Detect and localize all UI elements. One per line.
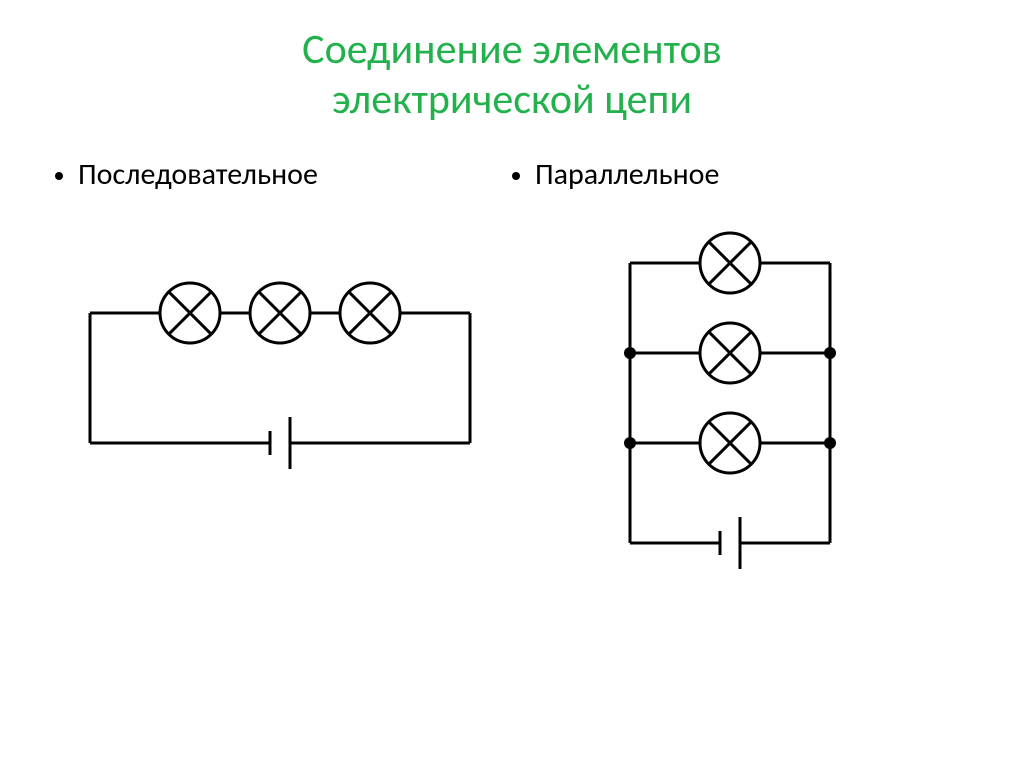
bullet-label-parallel: Параллельное <box>535 156 719 193</box>
diagram-area <box>0 193 1024 643</box>
bullet-col-right: Параллельное <box>512 156 969 193</box>
slide-title: Соединение элементов электрической цепи <box>0 0 1024 126</box>
bullet-dot-icon <box>55 172 63 180</box>
bullet-col-left: Последовательное <box>55 156 512 193</box>
bullet-label-series: Последовательное <box>78 156 318 193</box>
title-line-2: электрической цепи <box>0 75 1024 125</box>
bullet-row: Последовательное Параллельное <box>0 156 1024 193</box>
series-circuit-diagram <box>60 253 510 483</box>
bullet-dot-icon <box>512 172 520 180</box>
parallel-circuit-diagram <box>590 203 890 593</box>
title-line-1: Соединение элементов <box>0 25 1024 75</box>
bullet-item-series: Последовательное <box>55 156 512 193</box>
bullet-item-parallel: Параллельное <box>512 156 969 193</box>
